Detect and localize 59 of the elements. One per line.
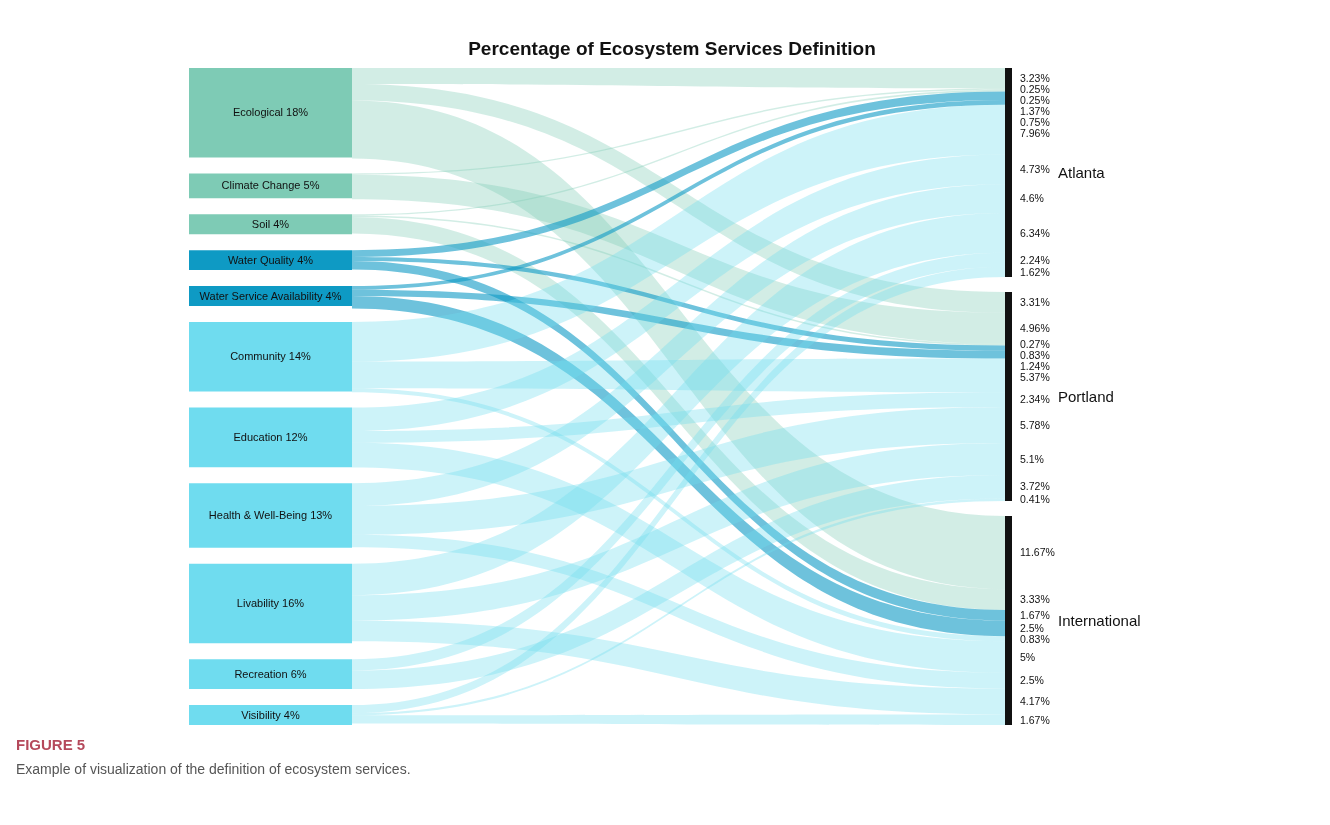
data-label: 4.6% xyxy=(1020,192,1044,205)
category-label: Water Quality xyxy=(227,253,295,266)
category-label: Livability xyxy=(236,597,280,610)
data-label: 0.25% xyxy=(1020,93,1050,106)
category-label: Water Service Availability xyxy=(199,289,323,302)
data-label: 3.23% xyxy=(1020,71,1050,84)
data-label: 5.78% xyxy=(1020,418,1050,431)
text: International xyxy=(1058,611,1141,629)
data-label: 0.83% xyxy=(1020,633,1050,646)
data-label: 5.37% xyxy=(1020,371,1050,384)
data-label: 1.67% xyxy=(1020,713,1050,726)
data-label: 0.75% xyxy=(1020,115,1050,128)
category-label: Soil xyxy=(251,217,271,230)
data-label: 5% xyxy=(303,179,320,192)
category-label: Climate Change xyxy=(221,179,301,192)
caption: FIGURE 5 xyxy=(16,736,87,753)
text: Example of visualization of the definition of ecosystem services. xyxy=(16,761,411,777)
data-label: 14% xyxy=(288,350,311,363)
data-label: 4.96% xyxy=(1020,322,1050,335)
category-label: Ecological xyxy=(232,106,284,119)
category-label: Visibility xyxy=(241,708,281,721)
data-label: 4% xyxy=(325,289,342,302)
data-label: 16% xyxy=(282,597,305,610)
category-label: Recreation xyxy=(234,667,288,680)
data-label: 18% xyxy=(286,106,309,119)
data-label: 4% xyxy=(283,708,300,721)
data-label: 0.25% xyxy=(1020,82,1050,95)
data-label: 3.33% xyxy=(1020,593,1050,606)
data-label: 4% xyxy=(297,253,314,266)
data-label: 2.34% xyxy=(1020,393,1050,406)
data-label: 1.24% xyxy=(1020,360,1050,373)
category-label: Community xyxy=(230,350,286,363)
data-label: 5% xyxy=(1020,650,1036,663)
data-label: 3.31% xyxy=(1020,296,1050,309)
text: Percentage of Ecosystem Services Definition xyxy=(468,37,876,59)
data-label: 13% xyxy=(310,508,333,521)
data-label: 3.72% xyxy=(1020,480,1050,493)
data-label: 12% xyxy=(285,430,308,443)
data-label: 0.41% xyxy=(1020,493,1050,506)
data-label: 4.17% xyxy=(1020,695,1050,708)
category-label: Education xyxy=(233,430,283,443)
data-label: 1.37% xyxy=(1020,104,1050,117)
data-label: 4.73% xyxy=(1020,163,1050,176)
data-label: 7.96% xyxy=(1020,126,1050,139)
data-label: 0.27% xyxy=(1020,338,1050,351)
text: Portland xyxy=(1058,387,1114,405)
data-label: 1.62% xyxy=(1020,265,1050,278)
text: Atlanta xyxy=(1058,164,1105,181)
data-label: 0.83% xyxy=(1020,349,1050,362)
data-label: 1.67% xyxy=(1020,608,1050,621)
data-label: 2.5% xyxy=(1020,622,1044,635)
data-label: 6% xyxy=(290,667,307,680)
data-label: 5.1% xyxy=(1020,452,1044,465)
data-label: 6.34% xyxy=(1020,226,1050,239)
data-label: 2.24% xyxy=(1020,253,1050,266)
data-label: 2.5% xyxy=(1020,674,1044,687)
data-label: 4% xyxy=(273,217,290,230)
category-label: Health & Well-Being xyxy=(208,508,308,521)
data-label: 11.67% xyxy=(1020,546,1055,559)
